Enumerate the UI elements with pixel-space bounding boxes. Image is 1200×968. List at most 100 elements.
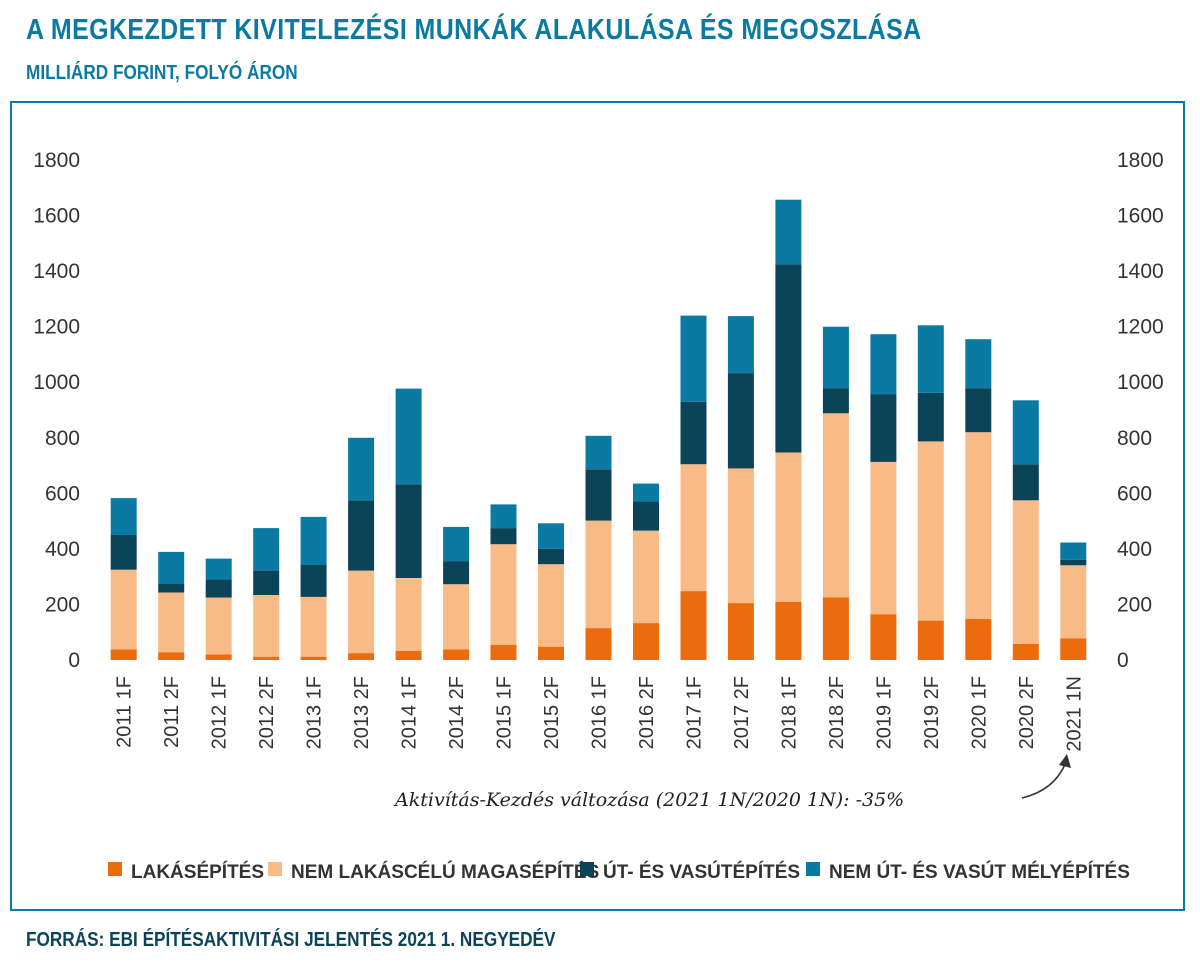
bar-segment-2 <box>917 441 944 621</box>
x-tick-label: 2017 1F <box>684 676 706 749</box>
y-tick-label-right: 800 <box>1117 427 1152 450</box>
bar-segment-2 <box>585 520 612 629</box>
bar-segment-3 <box>490 528 517 545</box>
bar-segment-1 <box>727 603 754 660</box>
bar-segment-3 <box>253 570 280 595</box>
legend-label-3: ÚT- ÉS VASÚTÉPÍTÉS <box>603 861 800 883</box>
bar-segment-2 <box>727 468 754 603</box>
x-tick-label: 2014 2F <box>446 676 468 749</box>
y-tick-label-right: 200 <box>1117 593 1152 616</box>
y-tick-label-right: 0 <box>1117 649 1129 672</box>
bar-segment-4 <box>205 558 232 580</box>
y-tick-label-left: 400 <box>45 538 80 561</box>
bar-segment-2 <box>490 544 517 645</box>
bar-segment-4 <box>443 526 470 562</box>
x-tick-label: 2016 1F <box>589 676 611 749</box>
y-tick-label-left: 1400 <box>33 260 80 283</box>
bar-segment-4 <box>633 483 659 502</box>
x-tick-label: 2020 1F <box>968 676 990 749</box>
bar-segment-1 <box>585 628 612 660</box>
x-tick-label: 2015 2F <box>541 676 563 749</box>
bar-segment-4 <box>300 516 327 565</box>
bar-segment-2 <box>253 595 280 657</box>
x-tick-label: 2012 2F <box>256 676 278 749</box>
bar-segment-3 <box>822 388 849 414</box>
y-tick-label-right: 1800 <box>1117 149 1164 172</box>
bar-segment-2 <box>822 413 849 598</box>
x-tick-label: 2013 1F <box>304 676 326 749</box>
legend-swatch-3 <box>580 862 594 876</box>
source-note: FORRÁS: EBI ÉPÍTÉSAKTIVITÁSI JELENTÉS 20… <box>26 929 556 951</box>
bar-segment-4 <box>1060 542 1087 560</box>
bar-segment-1 <box>348 653 375 660</box>
bar-segment-4 <box>585 435 612 470</box>
bar-segment-3 <box>538 548 564 565</box>
x-axis-labels: 2011 1F 2011 2F 2012 1F 2012 2F 2013 1F 2013 … <box>114 676 1086 752</box>
bar-segment-2 <box>1012 500 1039 644</box>
bar-segment-4 <box>775 199 802 265</box>
bar-segment-2 <box>775 452 802 602</box>
y-axis-right: 0 200 400 600 800 1000 1200 1400 1600 1800 <box>1117 149 1164 672</box>
y-tick-label-left: 200 <box>45 593 80 616</box>
bar-segment-1 <box>775 601 802 660</box>
bar-segment-1 <box>490 644 517 660</box>
bar-segment-1 <box>395 650 422 660</box>
bar-segment-3 <box>727 373 754 469</box>
chart-subtitle: MILLIÁRD FORINT, FOLYÓ ÁRON <box>26 62 298 84</box>
bar-segment-1 <box>822 597 849 660</box>
bar-segment-3 <box>443 561 470 585</box>
bar-segment-4 <box>110 498 137 535</box>
x-tick-label: 2011 1F <box>114 676 136 748</box>
bars <box>110 199 1087 660</box>
bar-segment-2 <box>1060 565 1087 639</box>
bar-segment-2 <box>443 584 470 650</box>
bar-segment-1 <box>870 614 897 660</box>
bar-segment-4 <box>822 326 849 389</box>
bar-segment-3 <box>395 484 422 578</box>
bar-segment-4 <box>348 437 375 501</box>
y-tick-label-left: 1000 <box>33 371 80 394</box>
bar-segment-1 <box>253 656 280 660</box>
bar-segment-2 <box>870 461 897 615</box>
bar-segment-3 <box>680 401 707 465</box>
annotation-arrow <box>1021 761 1067 799</box>
bar-segment-4 <box>253 528 280 571</box>
bar-segment-1 <box>633 623 659 660</box>
x-tick-label: 2015 1F <box>494 676 516 749</box>
legend-swatch-2 <box>268 862 282 876</box>
bar-segment-3 <box>1012 464 1039 501</box>
bar-segment-3 <box>775 264 802 453</box>
x-tick-label: 2020 2F <box>1016 676 1038 749</box>
legend: LAKÁSÉPÍTÉS NEM LAKÁSCÉLÚ MAGASÉPÍTÉS ÚT- … <box>108 861 1130 883</box>
bar-segment-1 <box>965 618 992 660</box>
x-tick-label: 2021 1N <box>1063 676 1085 752</box>
y-tick-label-left: 800 <box>45 427 80 450</box>
y-tick-label-right: 400 <box>1117 538 1152 561</box>
bar-segment-2 <box>158 592 185 653</box>
bar-segment-3 <box>585 469 612 521</box>
y-tick-label-left: 600 <box>45 482 80 505</box>
chart-frame <box>10 101 1185 911</box>
y-tick-label-right: 1600 <box>1117 205 1164 228</box>
y-tick-label-left: 1800 <box>33 149 80 172</box>
bar-segment-3 <box>158 583 185 593</box>
x-tick-label: 2019 1F <box>873 676 895 749</box>
bar-segment-2 <box>680 464 707 592</box>
bar-segment-2 <box>110 569 137 650</box>
bar-segment-2 <box>633 530 659 624</box>
bar-segment-2 <box>395 578 422 651</box>
x-tick-label: 2018 2F <box>826 676 848 749</box>
y-tick-label-right: 1200 <box>1117 316 1164 339</box>
bar-segment-2 <box>300 596 327 657</box>
y-tick-label-left: 1600 <box>33 205 80 228</box>
bar-segment-3 <box>205 579 232 598</box>
y-tick-label-right: 1400 <box>1117 260 1164 283</box>
bar-segment-1 <box>110 649 137 660</box>
bar-segment-2 <box>965 432 992 619</box>
bar-segment-4 <box>727 316 754 373</box>
bar-segment-4 <box>395 388 422 485</box>
bar-segment-3 <box>300 565 327 597</box>
bar-segment-3 <box>348 500 375 571</box>
bar-segment-3 <box>1060 559 1087 566</box>
bar-segment-1 <box>300 656 327 660</box>
